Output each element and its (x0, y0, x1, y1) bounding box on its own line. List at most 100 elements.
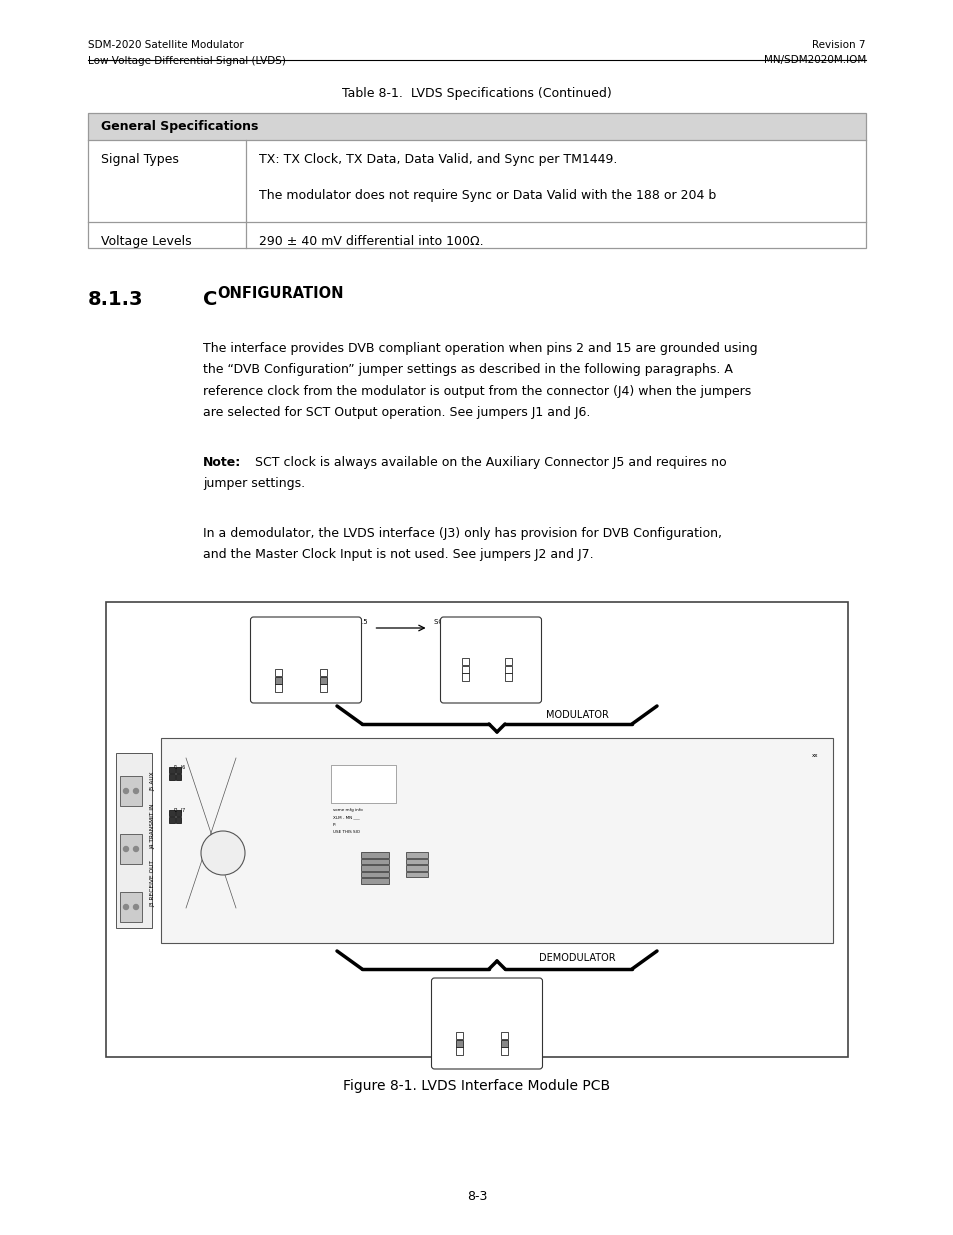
Text: The modulator does not require Sync or Data Valid with the 188 or 204 b: The modulator does not require Sync or D… (258, 189, 716, 203)
Circle shape (133, 904, 138, 909)
Text: J6: J6 (320, 664, 327, 671)
Bar (88, 112, 865, 248)
Text: 3: 3 (269, 671, 272, 676)
Text: 1: 1 (495, 1049, 497, 1053)
Bar (505, 666, 511, 673)
Text: 2: 2 (498, 667, 501, 672)
Bar (116, 753, 152, 927)
FancyBboxPatch shape (440, 618, 541, 703)
Text: are selected for SCT Output operation. See jumpers J1 and J6.: are selected for SCT Output operation. S… (203, 406, 590, 420)
Text: J2  J7: J2 J7 (172, 808, 185, 813)
Bar (406, 860, 428, 864)
Text: CONFIGURATION: CONFIGURATION (451, 1003, 522, 1011)
Text: MN/SDM2020M.IOM: MN/SDM2020M.IOM (763, 56, 865, 65)
Text: DVB: DVB (296, 630, 314, 638)
Text: 290 ± 40 mV differential into 100Ω.: 290 ± 40 mV differential into 100Ω. (258, 235, 483, 247)
Bar (456, 1032, 462, 1039)
Bar (500, 1032, 507, 1039)
Circle shape (201, 831, 245, 876)
Text: xx: xx (811, 753, 818, 758)
Text: and the Master Clock Input is not used. See jumpers J2 and J7.: and the Master Clock Input is not used. … (203, 548, 593, 562)
Bar (320, 669, 327, 677)
Bar (505, 658, 511, 666)
Bar (169, 818, 174, 823)
Text: CONFIGURATION: CONFIGURATION (270, 642, 341, 651)
Text: 1: 1 (449, 1049, 453, 1053)
Text: jumper settings.: jumper settings. (203, 478, 305, 490)
Bar (275, 677, 281, 684)
Text: 3: 3 (314, 671, 317, 676)
Text: Low Voltage Differential Signal (LVDS): Low Voltage Differential Signal (LVDS) (88, 56, 286, 65)
Text: 2: 2 (449, 1041, 453, 1046)
Text: 8-3: 8-3 (466, 1191, 487, 1203)
Bar (320, 677, 327, 684)
Text: J6: J6 (505, 653, 511, 659)
Text: 2: 2 (269, 678, 272, 683)
Text: SCT CLOCK OUTPUT: SCT CLOCK OUTPUT (433, 619, 502, 625)
Text: reference clock from the modulator is output from the connector (J4) when the ju: reference clock from the modulator is ou… (203, 385, 750, 398)
Bar (175, 818, 181, 823)
Bar (320, 684, 327, 692)
Bar (360, 872, 389, 878)
Text: J1  J6: J1 J6 (172, 764, 185, 769)
Circle shape (133, 788, 138, 794)
Bar (169, 767, 174, 773)
Text: The interface provides DVB compliant operation when pins 2 and 15 are grounded u: The interface provides DVB compliant ope… (203, 342, 757, 354)
Circle shape (123, 904, 129, 909)
Bar (406, 866, 428, 871)
Bar (120, 892, 142, 923)
Text: 2: 2 (495, 1041, 497, 1046)
Text: ONFIGURATION: ONFIGURATION (217, 287, 344, 301)
Bar (275, 684, 281, 692)
Text: Signal Types: Signal Types (101, 153, 179, 167)
Text: the “DVB Configuration” jumper settings as described in the following paragraphs: the “DVB Configuration” jumper settings … (203, 363, 732, 377)
Text: 2: 2 (456, 667, 458, 672)
Text: 8.1.3: 8.1.3 (88, 290, 143, 309)
Text: 3: 3 (495, 1034, 497, 1039)
Text: Table 8-1.  LVDS Specifications (Continued): Table 8-1. LVDS Specifications (Continue… (342, 86, 611, 100)
Text: some mfg info: some mfg info (333, 808, 362, 811)
FancyBboxPatch shape (431, 978, 542, 1070)
Circle shape (133, 846, 138, 851)
Text: SDM-2020 Satellite Modulator: SDM-2020 Satellite Modulator (88, 40, 244, 49)
Text: Figure 8-1. LVDS Interface Module PCB: Figure 8-1. LVDS Interface Module PCB (343, 1079, 610, 1093)
Text: J1: J1 (462, 653, 468, 659)
Bar (456, 1040, 462, 1047)
Bar (360, 852, 389, 858)
Bar (331, 764, 395, 803)
Text: 1: 1 (498, 674, 501, 679)
Bar (406, 852, 428, 858)
Text: J4 TRANSMIT IN: J4 TRANSMIT IN (151, 804, 155, 848)
Bar (175, 767, 181, 773)
Text: 3: 3 (456, 659, 458, 664)
Text: J4 - 2 & 15: J4 - 2 & 15 (332, 619, 368, 625)
Bar (275, 669, 281, 677)
Bar (106, 601, 847, 1057)
Text: J2: J2 (456, 1028, 462, 1032)
Text: In a demodulator, the LVDS interface (J3) only has provision for DVB Configurati: In a demodulator, the LVDS interface (J3… (203, 527, 721, 540)
Text: 3: 3 (449, 1034, 453, 1039)
Text: MODULATOR: MODULATOR (545, 710, 608, 720)
Text: J1: J1 (275, 664, 281, 671)
Bar (462, 666, 468, 673)
Text: 1: 1 (269, 685, 272, 690)
Text: (FACTORY SETTING): (FACTORY SETTING) (453, 1015, 520, 1021)
Text: J7: J7 (500, 1028, 507, 1032)
Bar (169, 810, 174, 816)
Text: CONFIGURATION: CONFIGURATION (455, 642, 526, 651)
Text: Voltage Levels: Voltage Levels (101, 235, 192, 247)
Text: CLOCK: CLOCK (476, 630, 504, 638)
Bar (360, 878, 389, 884)
Text: DVB: DVB (477, 990, 496, 1000)
Text: Revision 7: Revision 7 (812, 40, 865, 49)
Text: C: C (203, 290, 217, 309)
Circle shape (123, 788, 129, 794)
Bar (500, 1040, 507, 1047)
Bar (175, 774, 181, 781)
Text: 3: 3 (498, 659, 501, 664)
Bar (88, 112, 865, 140)
Bar (462, 658, 468, 666)
Text: General Specifications: General Specifications (101, 120, 258, 132)
Bar (505, 673, 511, 680)
Text: XLM - MN ___: XLM - MN ___ (333, 815, 359, 820)
